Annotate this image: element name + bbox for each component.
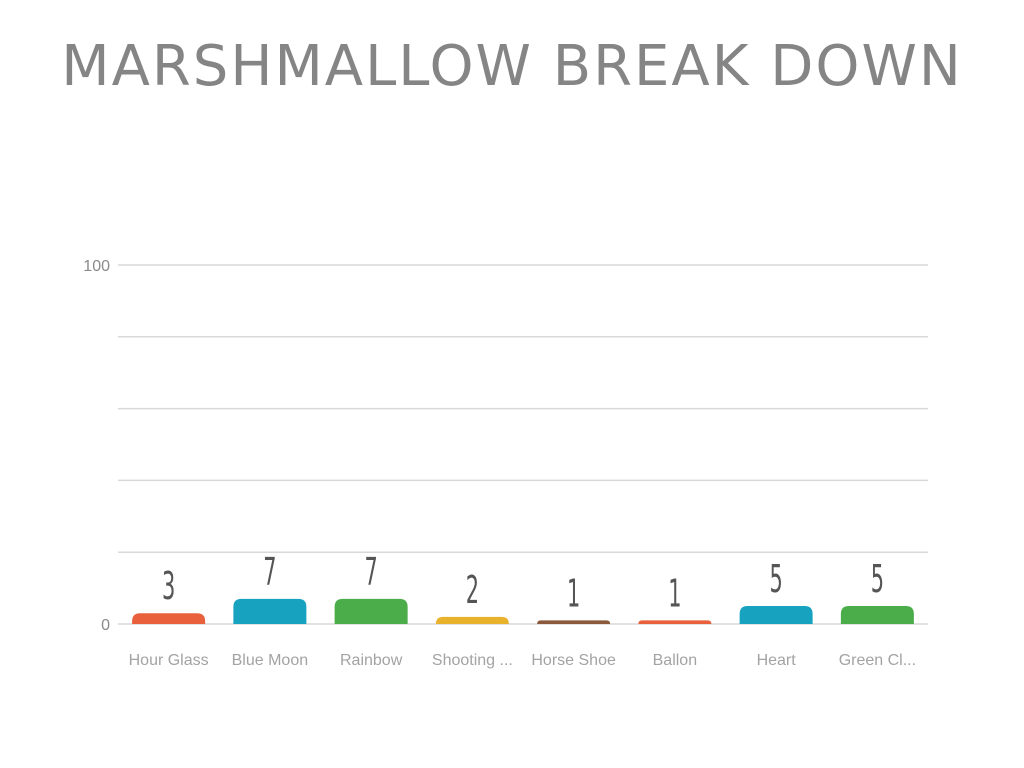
x-tick-label: Rainbow <box>340 652 403 669</box>
y-tick-label: 0 <box>101 617 110 634</box>
bar <box>435 616 509 624</box>
value-label: 3 <box>162 566 175 609</box>
chart-title: MARSHMALLOW BREAK DOWN <box>61 34 963 99</box>
bar <box>233 598 307 624</box>
bar <box>840 606 914 624</box>
x-tick-label: Ballon <box>653 652 697 669</box>
y-tick-label: 100 <box>83 258 110 275</box>
bar <box>638 620 712 624</box>
x-tick-label: Hour Glass <box>129 652 209 669</box>
bars <box>132 598 914 624</box>
x-tick-label: Shooting ... <box>432 652 513 669</box>
value-label: 1 <box>668 573 681 616</box>
value-label: 5 <box>769 559 782 602</box>
bar <box>537 620 611 624</box>
bar <box>739 606 813 624</box>
value-label: 7 <box>364 551 377 594</box>
value-label: 2 <box>466 569 479 612</box>
value-label: 1 <box>567 573 580 616</box>
x-tick-label: Heart <box>757 652 797 669</box>
y-axis-ticks: 0 100 <box>83 258 110 634</box>
x-tick-label: Green Cl... <box>839 652 916 669</box>
value-label: 7 <box>263 551 276 594</box>
x-tick-label: Blue Moon <box>232 652 309 669</box>
gridlines <box>118 264 928 625</box>
bar <box>132 613 206 624</box>
value-label: 5 <box>871 559 884 602</box>
x-tick-label: Horse Shoe <box>531 652 616 669</box>
bar <box>334 598 408 624</box>
value-labels: 3 7 7 2 1 1 5 5 <box>162 551 884 616</box>
x-axis-ticks: Hour Glass Blue Moon Rainbow Shooting ... Ho… <box>129 652 916 669</box>
